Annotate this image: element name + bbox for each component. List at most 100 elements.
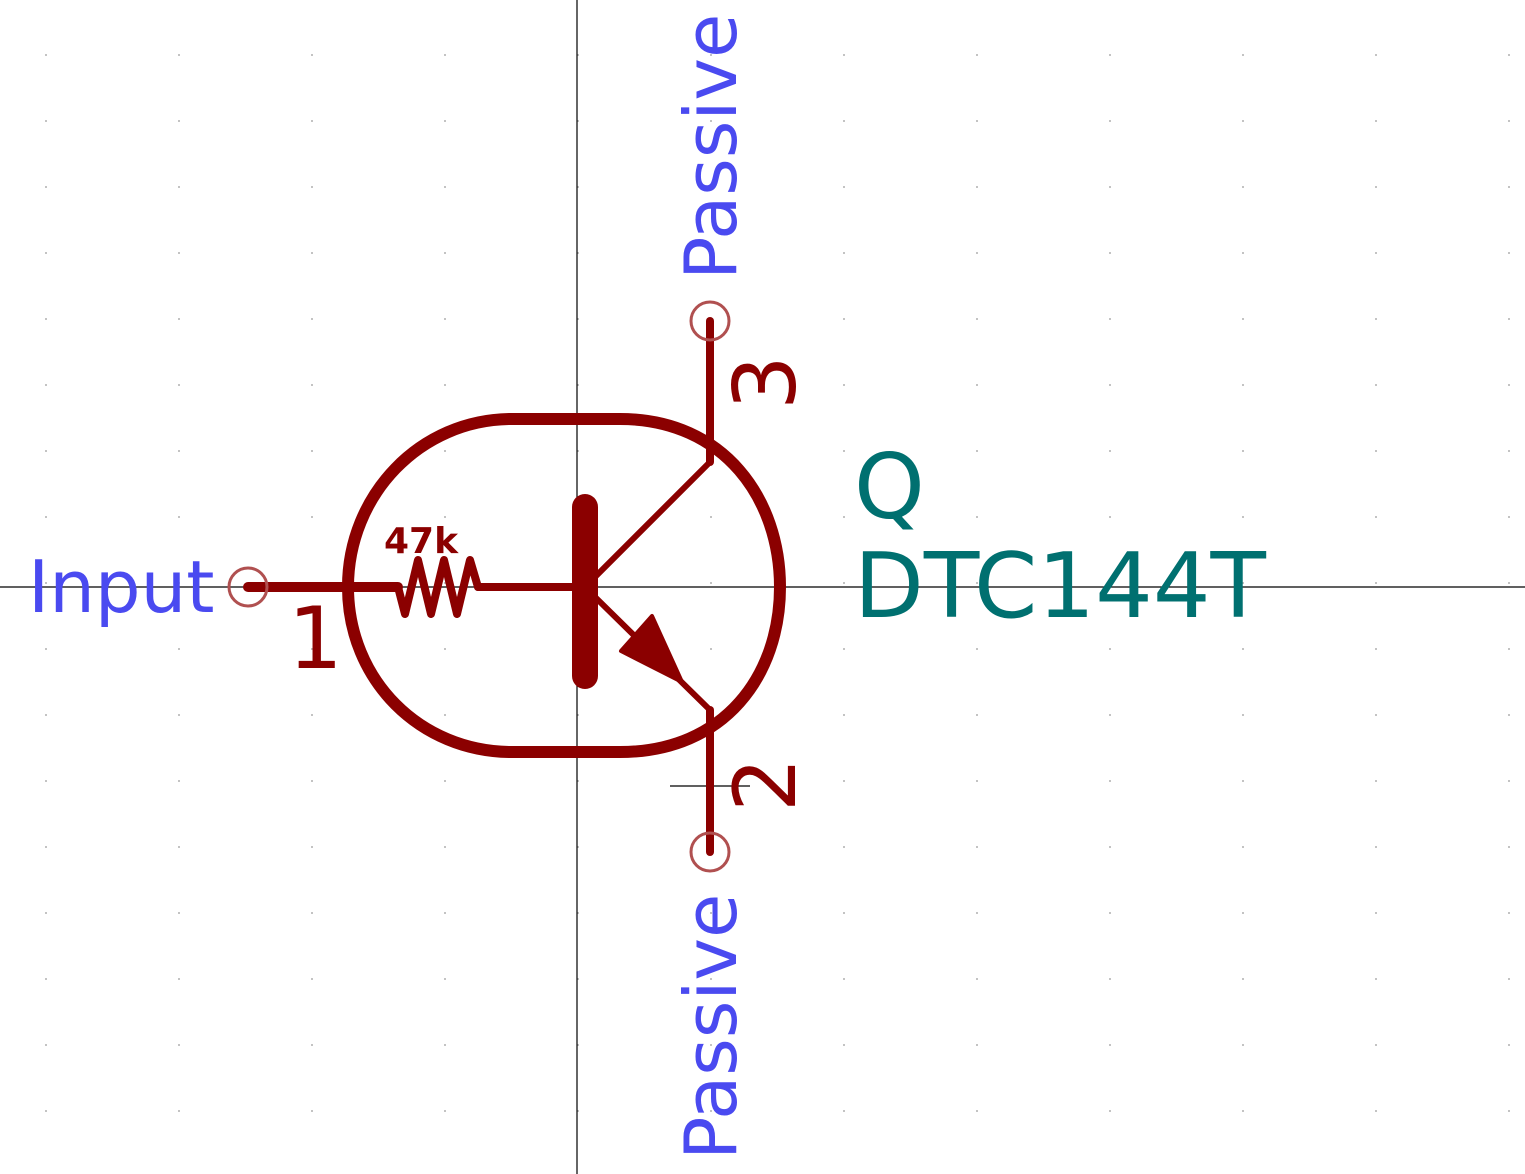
grid-dot <box>45 1110 47 1112</box>
grid-dot <box>976 120 978 122</box>
grid-dot <box>1109 252 1111 254</box>
grid-dot <box>444 54 446 56</box>
grid-dot <box>311 912 313 914</box>
pin-3-number: 3 <box>716 355 816 410</box>
grid-dot <box>710 978 712 980</box>
grid-dot <box>710 1110 712 1112</box>
grid-dot <box>1508 186 1510 188</box>
grid-dot <box>444 252 446 254</box>
grid-dot <box>976 1110 978 1112</box>
grid-dot <box>311 1044 313 1046</box>
grid-dot <box>1109 846 1111 848</box>
grid-dot <box>1242 1110 1244 1112</box>
grid-dot <box>843 450 845 452</box>
grid-dot <box>1242 54 1244 56</box>
grid-dot <box>1109 582 1111 584</box>
part-value[interactable]: DTC144T <box>854 534 1267 639</box>
grid-dot <box>45 186 47 188</box>
grid-dot <box>45 582 47 584</box>
grid-dot <box>1242 648 1244 650</box>
grid-dot <box>444 384 446 386</box>
pin-3-end-circle[interactable] <box>689 300 731 342</box>
pin-2-type-label: Passive <box>669 894 753 1160</box>
grid-dot <box>710 516 712 518</box>
grid-dot <box>1109 318 1111 320</box>
grid-dot <box>1508 1110 1510 1112</box>
grid-dot <box>311 516 313 518</box>
grid-dot <box>843 714 845 716</box>
grid-dot <box>444 516 446 518</box>
grid-dot <box>1109 186 1111 188</box>
grid-dot <box>444 648 446 650</box>
grid-dot <box>1109 1110 1111 1112</box>
grid-dot <box>1109 978 1111 980</box>
grid-dot <box>976 648 978 650</box>
grid-dot <box>444 978 446 980</box>
grid-dot <box>444 318 446 320</box>
grid-dot <box>45 516 47 518</box>
collector-line <box>592 459 713 580</box>
grid-dot <box>843 648 845 650</box>
grid-dot <box>976 582 978 584</box>
grid-dot <box>976 450 978 452</box>
grid-dot <box>843 252 845 254</box>
grid-dot <box>1242 450 1244 452</box>
grid-dot <box>1508 912 1510 914</box>
transistor-icon[interactable] <box>243 317 786 856</box>
grid-dot <box>843 1044 845 1046</box>
grid-dot <box>1508 582 1510 584</box>
grid-dot <box>1242 846 1244 848</box>
grid-dot <box>710 120 712 122</box>
grid-dot <box>178 384 180 386</box>
grid-dot <box>178 912 180 914</box>
grid-dot <box>843 978 845 980</box>
grid-dot <box>1375 978 1377 980</box>
grid-dot <box>710 252 712 254</box>
grid-dot <box>843 186 845 188</box>
grid-dot <box>1109 384 1111 386</box>
grid-dot <box>178 252 180 254</box>
pin-2-number: 2 <box>716 757 816 812</box>
grid-dot <box>1242 384 1244 386</box>
grid-dot <box>1375 450 1377 452</box>
grid-dot <box>1109 780 1111 782</box>
grid-dot <box>311 384 313 386</box>
pin-2-end-circle[interactable] <box>689 831 731 873</box>
grid-dot <box>1375 516 1377 518</box>
grid-dot <box>45 912 47 914</box>
grid-dot <box>45 318 47 320</box>
grid-dot <box>1242 780 1244 782</box>
grid-dot <box>311 450 313 452</box>
pin-1-number: 1 <box>288 589 343 689</box>
pin-1-end-circle[interactable] <box>227 566 269 608</box>
grid-dot <box>1109 714 1111 716</box>
grid-dot <box>1242 978 1244 980</box>
grid-dot <box>1375 1110 1377 1112</box>
grid-dot <box>1375 318 1377 320</box>
grid-dot <box>1109 54 1111 56</box>
grid-dot <box>1375 846 1377 848</box>
grid-dot <box>1508 252 1510 254</box>
grid-dot <box>444 450 446 452</box>
grid-dot <box>1242 714 1244 716</box>
grid-dot <box>710 912 712 914</box>
reference-designator[interactable]: Q <box>854 435 925 540</box>
grid-dot <box>1375 714 1377 716</box>
grid-dot <box>843 318 845 320</box>
grid-dot <box>976 780 978 782</box>
grid-dot <box>1242 516 1244 518</box>
grid-dot <box>1508 450 1510 452</box>
grid-dot <box>710 54 712 56</box>
grid-dot <box>311 648 313 650</box>
grid-dot <box>843 54 845 56</box>
pin-1-type-label: Input <box>28 545 214 629</box>
grid-dot <box>178 780 180 782</box>
grid-dot <box>843 780 845 782</box>
grid-dot <box>311 714 313 716</box>
grid-dot <box>1109 120 1111 122</box>
grid-dot <box>178 714 180 716</box>
grid-dot <box>178 1110 180 1112</box>
grid-dot <box>1375 648 1377 650</box>
grid-dot <box>311 252 313 254</box>
emitter-arrow-icon <box>619 614 684 684</box>
